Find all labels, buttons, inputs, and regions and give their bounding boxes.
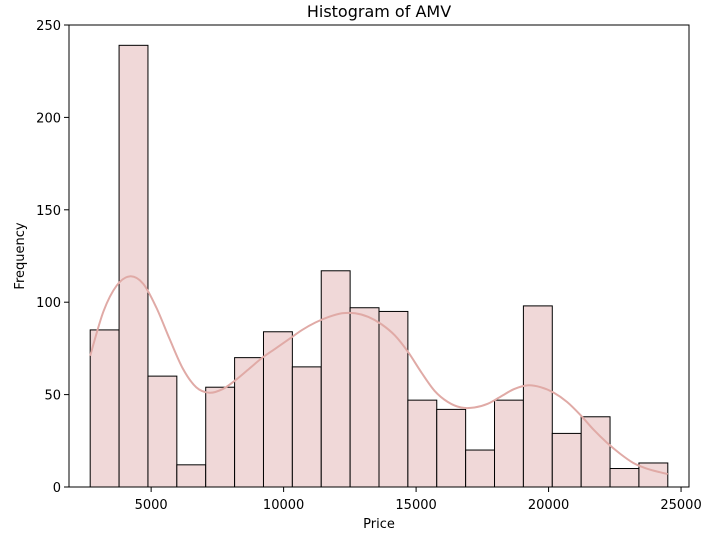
histogram-bar bbox=[205, 386, 236, 488]
histogram-bar bbox=[494, 399, 524, 488]
x-axis: 5000 10000 15000 20000 25000 bbox=[135, 487, 702, 513]
histogram-bar bbox=[118, 44, 149, 488]
x-tick-label: 20000 bbox=[528, 498, 569, 513]
histogram-bar bbox=[407, 399, 438, 488]
plot-frame bbox=[68, 24, 690, 488]
histogram-bar bbox=[349, 307, 380, 488]
y-tick-label: 50 bbox=[44, 389, 61, 404]
histogram-bar bbox=[465, 449, 496, 488]
kde-curve bbox=[89, 275, 669, 476]
histogram-bar bbox=[234, 357, 264, 488]
histogram-bar bbox=[378, 310, 409, 488]
y-tick-label: 250 bbox=[36, 19, 61, 34]
y-axis-label: Frequency bbox=[13, 222, 28, 289]
x-axis-label: Price bbox=[363, 517, 395, 532]
x-tick-label: 15000 bbox=[395, 498, 436, 513]
histogram-bar bbox=[522, 305, 553, 488]
histogram-bar bbox=[320, 270, 351, 488]
histogram-bar bbox=[89, 329, 120, 488]
histogram-bar bbox=[291, 366, 322, 488]
chart-title: Histogram of AMV bbox=[307, 2, 451, 21]
histogram-bar bbox=[551, 432, 582, 488]
y-tick-label: 150 bbox=[36, 204, 61, 219]
x-tick-label: 10000 bbox=[263, 498, 304, 513]
histogram-bar bbox=[436, 408, 467, 488]
histogram-bar bbox=[262, 331, 293, 488]
x-tick-label: 5000 bbox=[135, 498, 168, 513]
y-tick-label: 100 bbox=[36, 296, 61, 311]
histogram-bars bbox=[89, 44, 669, 488]
histogram-bar bbox=[580, 416, 611, 488]
y-axis: 0 50 100 150 200 250 bbox=[36, 19, 69, 496]
histogram-bar bbox=[609, 468, 640, 488]
y-tick-label: 200 bbox=[36, 111, 61, 126]
y-tick-label: 0 bbox=[53, 481, 61, 496]
x-tick-label: 25000 bbox=[660, 498, 701, 513]
histogram-bar bbox=[147, 375, 178, 488]
histogram-bar bbox=[176, 464, 207, 488]
